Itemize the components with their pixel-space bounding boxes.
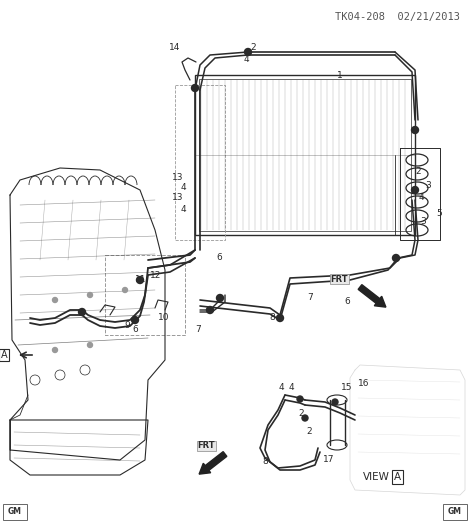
FancyArrow shape — [199, 452, 227, 474]
Text: 2: 2 — [250, 43, 256, 52]
Text: 11: 11 — [135, 276, 147, 285]
Circle shape — [122, 287, 128, 293]
Circle shape — [88, 343, 92, 347]
Text: 15: 15 — [341, 384, 353, 393]
Text: 8: 8 — [269, 313, 275, 322]
Text: 6: 6 — [132, 325, 138, 334]
Text: A: A — [0, 350, 7, 360]
Bar — [443, 504, 467, 520]
Text: 9: 9 — [124, 320, 130, 329]
Text: GM: GM — [448, 508, 462, 517]
Circle shape — [392, 254, 400, 262]
Circle shape — [302, 415, 308, 421]
Text: 3: 3 — [420, 218, 426, 227]
Circle shape — [53, 347, 57, 353]
Text: VIEW: VIEW — [363, 472, 390, 482]
Text: 14: 14 — [169, 43, 181, 52]
Text: 6: 6 — [216, 254, 222, 262]
Circle shape — [245, 48, 252, 55]
Text: 17: 17 — [323, 455, 335, 464]
Text: 16: 16 — [358, 379, 370, 388]
Text: 1: 1 — [337, 71, 343, 79]
Text: A: A — [394, 472, 401, 482]
FancyArrow shape — [358, 285, 386, 307]
Text: 6: 6 — [344, 296, 350, 305]
Bar — [199, 79, 411, 231]
Circle shape — [88, 293, 92, 297]
Text: 13: 13 — [172, 173, 184, 182]
Text: 4: 4 — [180, 204, 186, 213]
Text: 2: 2 — [415, 167, 421, 176]
Bar — [105, 255, 185, 335]
Text: 2: 2 — [298, 410, 304, 419]
Text: 2: 2 — [306, 428, 312, 436]
Text: 12: 12 — [150, 270, 162, 279]
Text: FRT: FRT — [197, 442, 215, 451]
Circle shape — [207, 306, 213, 313]
Bar — [175, 85, 225, 240]
Text: 10: 10 — [158, 312, 170, 321]
Text: 13: 13 — [172, 193, 184, 202]
Text: 4: 4 — [243, 55, 249, 64]
Text: 7: 7 — [307, 294, 313, 303]
Bar — [195, 75, 415, 235]
Circle shape — [137, 277, 144, 284]
Text: TK04-208  02/21/2013: TK04-208 02/21/2013 — [335, 12, 460, 22]
Text: FRT: FRT — [330, 275, 348, 284]
Circle shape — [411, 127, 419, 134]
Bar — [3, 504, 27, 520]
Text: 3: 3 — [425, 180, 431, 189]
Circle shape — [217, 295, 224, 302]
Circle shape — [131, 317, 138, 323]
Text: 5: 5 — [436, 209, 442, 218]
Text: 8: 8 — [262, 458, 268, 467]
Text: 4: 4 — [278, 383, 284, 392]
Circle shape — [332, 399, 338, 405]
Circle shape — [191, 85, 199, 92]
Text: 7: 7 — [195, 326, 201, 335]
Circle shape — [276, 314, 283, 321]
Circle shape — [79, 309, 85, 315]
Circle shape — [53, 297, 57, 303]
Text: 4: 4 — [180, 182, 186, 192]
Text: 4: 4 — [418, 193, 424, 202]
Text: 4: 4 — [288, 383, 294, 392]
Circle shape — [411, 187, 419, 194]
Text: GM: GM — [8, 508, 22, 517]
Circle shape — [297, 396, 303, 402]
